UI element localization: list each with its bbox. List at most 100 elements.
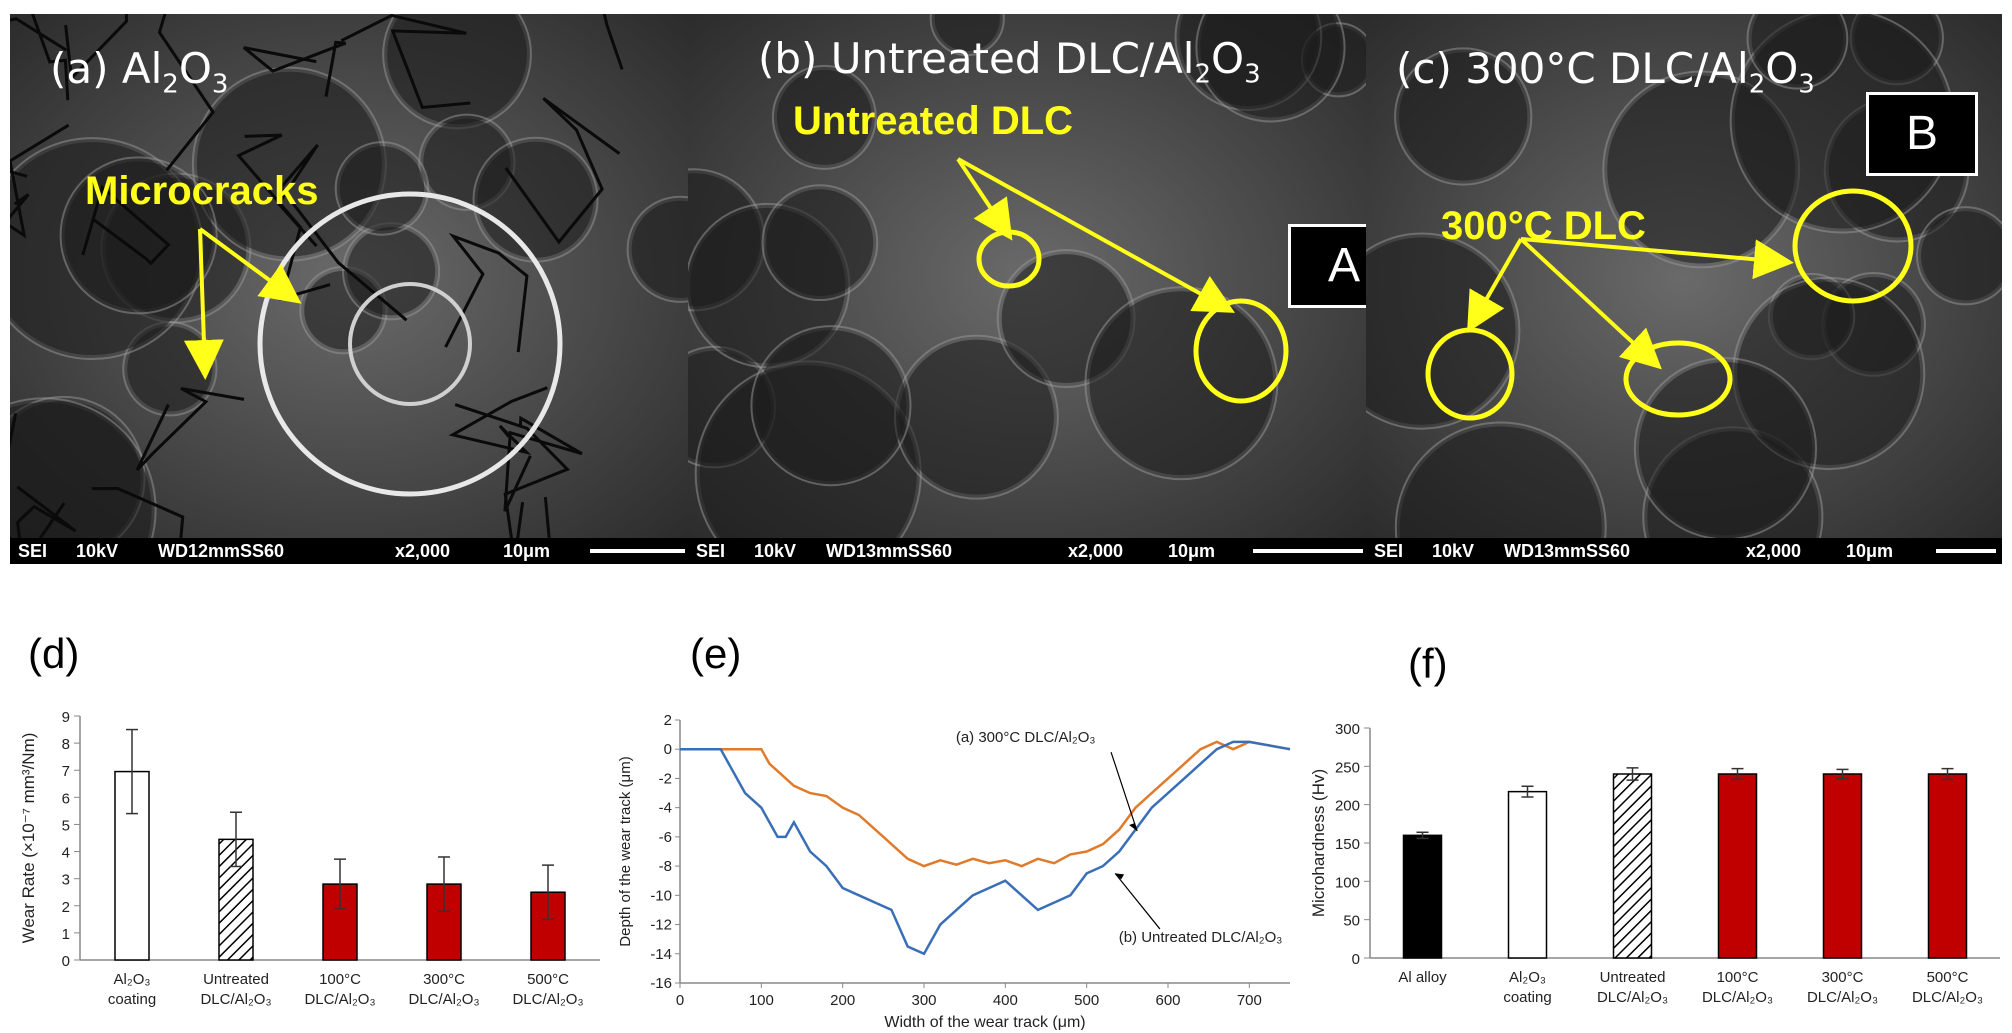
title-subscript: 2 bbox=[1194, 59, 1212, 90]
pore bbox=[1399, 426, 1602, 542]
wear-rate-chart: 0 1 2 3 4 5 6 7 8 9 Al₂O₃ coating Untreated DLC/Al₂O₃… bbox=[19, 709, 600, 1008]
title-subscript: 3 bbox=[211, 69, 229, 100]
pore-rim bbox=[626, 195, 690, 303]
annotation-overlay bbox=[183, 227, 302, 380]
microcrack bbox=[16, 485, 77, 542]
sem-image-texture bbox=[688, 14, 1368, 542]
sem-info-bar: SEI 10kV WD13mmSS60 x2,000 10μm bbox=[688, 538, 1368, 564]
annotation-label: Untreated DLC bbox=[793, 99, 1074, 143]
x-tick-label: 0 bbox=[676, 992, 684, 1009]
pore-rim bbox=[929, 14, 1005, 57]
microcrack bbox=[242, 40, 347, 97]
y-tick-label: 5 bbox=[62, 817, 70, 834]
y-tick-label: 50 bbox=[1343, 913, 1360, 930]
microcrack bbox=[10, 193, 30, 219]
y-tick-label: 1 bbox=[62, 926, 70, 943]
x-category-label: Untreated bbox=[203, 971, 269, 988]
annotation-arrow bbox=[198, 227, 302, 304]
annotation-arrow bbox=[183, 228, 224, 380]
x-category-label: DLC/Al₂O₃ bbox=[1702, 989, 1773, 1006]
sem-info-bar: SEI 10kV WD12mmSS60 x2,000 10μm bbox=[10, 538, 690, 564]
pore bbox=[1751, 14, 1844, 85]
x-category-label: 100°C bbox=[1717, 969, 1759, 986]
y-tick-label: -16 bbox=[650, 975, 672, 992]
bar bbox=[1822, 773, 1863, 959]
y-tick-label: 4 bbox=[62, 845, 70, 862]
y-tick-label: 150 bbox=[1335, 836, 1360, 853]
sem-working-distance: WD12mmSS60 bbox=[158, 541, 285, 561]
series-line-untreated bbox=[680, 740, 1291, 956]
pore bbox=[1089, 291, 1274, 476]
panel-label-f: (f) bbox=[1408, 640, 1448, 687]
series-label-300c: (a) 300°C DLC/Al₂O₃ bbox=[956, 729, 1096, 746]
sem-panel-title: (b) Untreated DLC/Al2O3 bbox=[758, 34, 1261, 89]
pore bbox=[1921, 211, 2002, 301]
pore-rim bbox=[1195, 14, 1346, 123]
series-label-pointer bbox=[1114, 873, 1161, 930]
sem-working-distance: WD13mmSS60 bbox=[1504, 541, 1631, 561]
pore-rim bbox=[1394, 421, 1607, 542]
title-text: (b) Untreated DLC/Al bbox=[758, 34, 1195, 83]
pore bbox=[339, 146, 425, 231]
microcrack bbox=[157, 14, 215, 172]
annotation-arrow bbox=[956, 157, 1013, 241]
x-tick-label: 700 bbox=[1237, 992, 1262, 1009]
highlight-circle bbox=[1425, 327, 1515, 421]
white-ring bbox=[257, 191, 563, 497]
microcrack bbox=[602, 14, 624, 70]
microcrack bbox=[454, 403, 570, 542]
series-label-untreated: (b) Untreated DLC/Al₂O₃ bbox=[1119, 929, 1283, 946]
pore-rim bbox=[771, 64, 877, 170]
pointer-arrowhead bbox=[1129, 823, 1138, 832]
y-tick-label: 250 bbox=[1335, 759, 1360, 776]
pore-rim bbox=[1746, 14, 1849, 90]
x-category-label: DLC/Al₂O₃ bbox=[304, 991, 375, 1008]
pore bbox=[776, 69, 872, 165]
y-axis-label: Wear Rate (×10⁻⁷ mm³/Nm) bbox=[19, 733, 38, 944]
highlight-circle bbox=[1792, 188, 1914, 304]
highlight-circle bbox=[976, 229, 1042, 289]
pore bbox=[766, 189, 874, 297]
title-subscript: 3 bbox=[1244, 59, 1261, 90]
title-text: O bbox=[1211, 34, 1245, 83]
x-tick-label: 500 bbox=[1074, 992, 1099, 1009]
sem-scale: 10μm bbox=[1846, 541, 1894, 561]
x-category-label: 500°C bbox=[1927, 969, 1969, 986]
scale-bar bbox=[590, 549, 685, 553]
pore bbox=[898, 339, 1054, 495]
sem-panel-title: (a) Al2O3 bbox=[50, 44, 228, 99]
sem-image-texture bbox=[10, 14, 690, 542]
y-tick-label: 3 bbox=[62, 872, 70, 889]
annotation-arrow bbox=[1467, 238, 1523, 333]
x-category-label: coating bbox=[108, 991, 156, 1008]
annotation-overlay bbox=[956, 157, 1289, 404]
sem-voltage: 10kV bbox=[754, 541, 797, 561]
x-category-label: DLC/Al₂O₃ bbox=[1807, 989, 1878, 1006]
annotation-arrow bbox=[1520, 237, 1794, 280]
sem-magnification: x2,000 bbox=[395, 541, 451, 561]
pore-rim bbox=[1366, 232, 1521, 430]
microcrack bbox=[135, 386, 245, 471]
pore bbox=[64, 161, 213, 310]
pore bbox=[346, 227, 436, 316]
y-tick-label: -12 bbox=[650, 917, 672, 934]
x-tick-label: 300 bbox=[911, 992, 936, 1009]
title-text: (c) 300°C DLC/Al bbox=[1396, 44, 1749, 93]
microcrack bbox=[503, 415, 583, 512]
y-tick-label: 200 bbox=[1335, 798, 1360, 815]
sem-voltage: 10kV bbox=[1432, 541, 1475, 561]
y-tick-label: -8 bbox=[659, 858, 672, 875]
y-tick-label: 8 bbox=[62, 736, 70, 753]
pore bbox=[1200, 14, 1341, 118]
sem-info-bar: SEI 10kV WD13mmSS60 x2,000 10μm bbox=[1366, 538, 2002, 564]
panel-label-e: (e) bbox=[690, 630, 742, 677]
sem-panel-a: (a) Al2O3 Microcracks SEI 10kV WD12mmSS60 x2,… bbox=[10, 14, 690, 564]
x-category-label: Al₂O₃ bbox=[1509, 969, 1546, 986]
microcrack bbox=[504, 97, 621, 245]
pointer-arrowhead bbox=[1115, 873, 1125, 880]
microcrack bbox=[81, 184, 171, 266]
highlight-circle bbox=[1193, 298, 1289, 404]
y-tick-label: 0 bbox=[664, 741, 672, 758]
title-text: O bbox=[1765, 44, 1799, 93]
x-tick-label: 100 bbox=[749, 992, 774, 1009]
